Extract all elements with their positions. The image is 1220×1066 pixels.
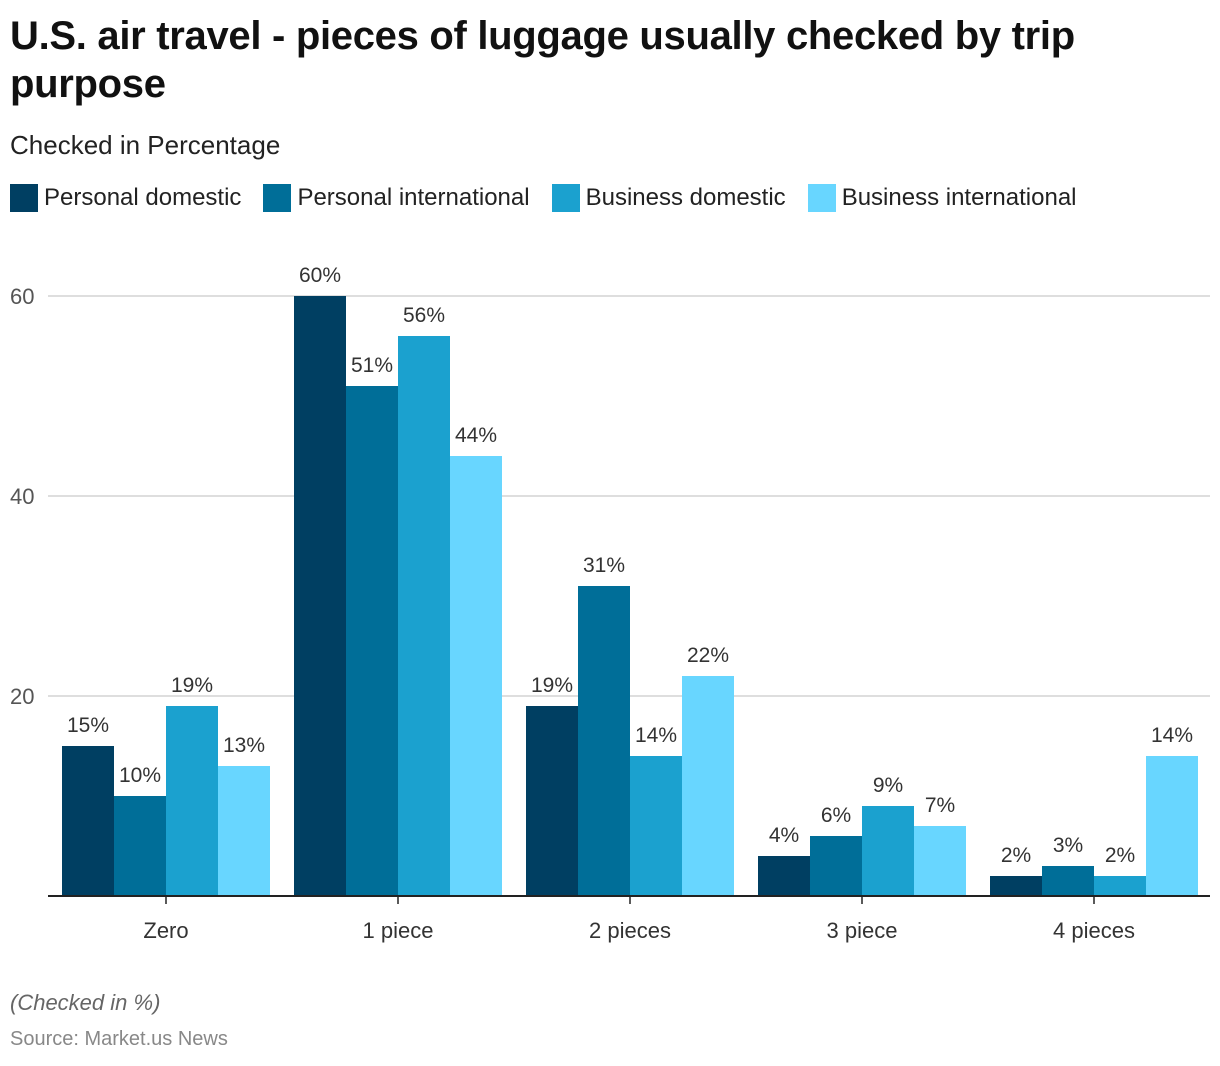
data-label: 14% [635, 724, 677, 747]
bar [526, 706, 578, 896]
bar [578, 586, 630, 896]
bar [218, 766, 270, 896]
data-label: 15% [67, 714, 109, 737]
bar [630, 756, 682, 896]
chart-subtitle: Checked in Percentage [10, 130, 281, 160]
data-label: 3% [1053, 834, 1083, 857]
legend-label: Business international [841, 184, 1077, 211]
bar [1042, 866, 1094, 896]
data-label: 6% [821, 804, 851, 827]
data-label: 19% [171, 674, 213, 697]
legend-label: Business domestic [585, 184, 786, 211]
data-label: 31% [583, 554, 625, 577]
legend-label: Personal international [297, 184, 530, 211]
data-label: 56% [403, 304, 445, 327]
legend-item: Business international [807, 184, 1077, 212]
x-tick-label: 4 pieces [1053, 918, 1135, 943]
data-label: 19% [531, 674, 573, 697]
data-label: 13% [223, 734, 265, 757]
legend-item: Business domestic [551, 184, 786, 212]
chart-note: (Checked in %) [10, 990, 161, 1015]
data-label: 60% [299, 264, 341, 287]
bar [346, 386, 398, 896]
x-tick-label: Zero [143, 918, 188, 943]
bar [398, 336, 450, 896]
bar [758, 856, 810, 896]
legend-swatch [551, 184, 580, 212]
bar [810, 836, 862, 896]
legend-swatch [807, 184, 836, 212]
bar [1094, 876, 1146, 896]
legend-swatch [10, 184, 38, 212]
x-tick-label: 1 piece [363, 918, 434, 943]
bar [990, 876, 1042, 896]
data-label: 51% [351, 354, 393, 377]
data-label: 44% [455, 424, 497, 447]
legend-item: Personal domestic [10, 184, 241, 212]
bar [166, 706, 218, 896]
legend: Personal domestic Personal international… [10, 184, 1099, 212]
data-label: 4% [769, 824, 799, 847]
y-tick-label: 20 [10, 684, 34, 709]
legend-swatch [263, 184, 292, 212]
data-label: 7% [925, 794, 955, 817]
data-label: 2% [1105, 844, 1135, 867]
y-tick-label: 60 [10, 284, 34, 309]
bar [914, 826, 966, 896]
bar [294, 296, 346, 896]
chart-title: U.S. air travel - pieces of luggage usua… [10, 14, 1075, 106]
bar [682, 676, 734, 896]
x-tick-label: 2 pieces [589, 918, 671, 943]
x-tick-label: 3 piece [827, 918, 898, 943]
y-tick-label: 40 [10, 484, 34, 509]
bar [62, 746, 114, 896]
bar [862, 806, 914, 896]
data-label: 2% [1001, 844, 1031, 867]
legend-label: Personal domestic [44, 184, 242, 211]
bar [450, 456, 502, 896]
chart-source: Source: Market.us News [10, 1028, 228, 1050]
legend-item: Personal international [263, 184, 530, 212]
data-label: 14% [1151, 724, 1193, 747]
data-label: 9% [873, 774, 903, 797]
bar [114, 796, 166, 896]
data-label: 22% [687, 644, 729, 667]
bar [1146, 756, 1198, 896]
data-label: 10% [119, 764, 161, 787]
